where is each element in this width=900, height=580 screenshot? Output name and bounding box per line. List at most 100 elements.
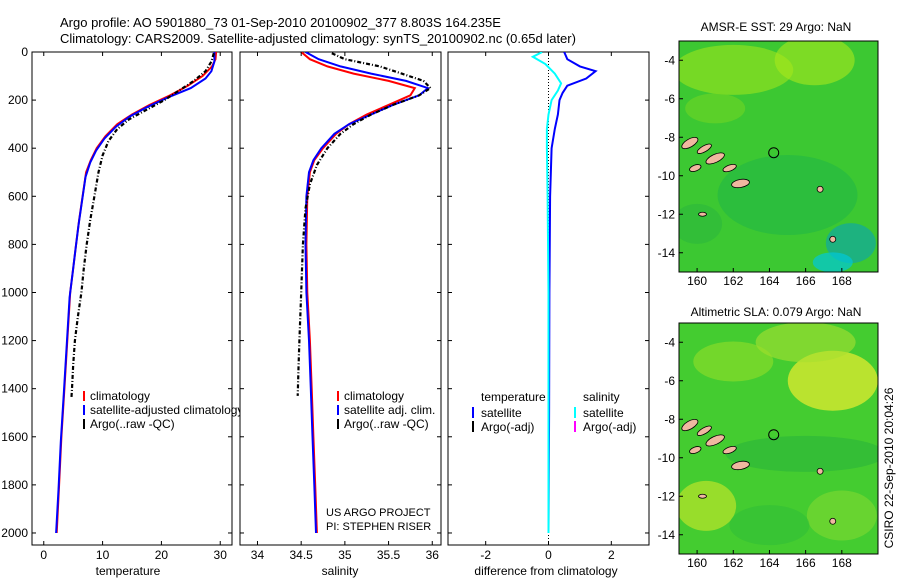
island-shape — [722, 163, 737, 173]
sla-map-xtick-label: 166 — [796, 556, 816, 570]
sla-map-field-patch-0 — [787, 350, 878, 411]
island-shape — [698, 211, 707, 217]
temperature-series-1 — [55, 52, 216, 534]
island-shape — [816, 467, 824, 475]
sst-map-field-patch-3 — [717, 155, 858, 235]
ytick-label: 800 — [8, 237, 28, 251]
sst-map-ytick-label: -8 — [664, 130, 675, 144]
difference-series-1 — [530, 52, 563, 533]
salinity-series-2 — [296, 52, 433, 396]
island-shape — [696, 143, 712, 154]
side-timestamp: CSIRO 22-Sep-2010 20:04:26 — [882, 387, 896, 548]
difference-xtick-label: 0 — [545, 548, 552, 562]
island-shape — [689, 446, 702, 454]
sst-map-ytick-label: -14 — [658, 246, 676, 260]
sst-map-field-patch-0 — [679, 44, 794, 95]
legend-temperature-header: temperature — [481, 390, 546, 404]
ytick-label: 1200 — [1, 334, 28, 348]
sla-map-field-patch-2 — [693, 341, 774, 382]
sst-map-field-patch-1 — [774, 41, 855, 86]
sla-map-field-patch-1 — [755, 323, 856, 363]
difference-series-0 — [547, 52, 598, 534]
temperature-legend-label-0: climatology — [90, 389, 150, 403]
island-shape — [705, 152, 725, 165]
salinity-legend-label-0: climatology — [344, 389, 404, 403]
difference-panel: -2 0 2 difference from climatology tempera… — [447, 51, 650, 578]
salinity-axes-frame — [239, 51, 442, 546]
island-shape — [722, 445, 737, 455]
sst-map-argo-location-marker — [768, 147, 780, 159]
salinity-xtick-label: 34.5 — [289, 548, 313, 562]
temperature-xlabel: temperature — [96, 564, 161, 578]
ytick-label: 1800 — [1, 478, 28, 492]
island-shape — [816, 185, 824, 193]
sla-map-ytick-label: -12 — [658, 489, 676, 503]
salinity-xtick-label: 35.5 — [377, 548, 401, 562]
ytick-label: 1400 — [1, 382, 28, 396]
ytick-label: 1600 — [1, 430, 28, 444]
island-shape — [681, 418, 699, 432]
ytick-label: 600 — [8, 189, 28, 203]
project-annotation-line2: PI: STEPHEN RISER — [326, 521, 431, 533]
sla-map-panel: Altimetric SLA: 0.079 Argo: NaN 160 162 16… — [658, 305, 879, 570]
sst-map-panel: AMSR-E SST: 29 Argo: NaN 160 162 164 166 168… — [658, 20, 879, 288]
island-shape — [681, 136, 699, 150]
sla-map-frame — [678, 322, 879, 555]
island-shape — [731, 178, 750, 189]
island-shape — [829, 235, 837, 243]
island-shape — [698, 493, 707, 499]
sla-map-field-patch-4 — [679, 480, 737, 531]
difference-legend-label-0: satellite — [481, 406, 522, 420]
temperature-xtick-label: 0 — [40, 548, 47, 562]
island-shape — [696, 425, 712, 436]
sla-map-title: Altimetric SLA: 0.079 Argo: NaN — [691, 305, 862, 319]
temperature-xtick-label: 10 — [96, 548, 110, 562]
sst-map-field-patch-2 — [685, 93, 746, 124]
salinity-series-1 — [304, 52, 430, 534]
difference-legend-label-3: Argo(-adj) — [583, 420, 636, 434]
sla-map-xtick-label: 164 — [759, 556, 779, 570]
sst-map-xtick-label: 162 — [723, 274, 743, 288]
salinity-xtick-label: 34 — [251, 548, 265, 562]
sst-map-ytick-label: -12 — [658, 207, 676, 221]
salinity-xlabel: salinity — [322, 564, 359, 578]
temperature-legend-label-1: satellite-adjusted climatology — [90, 403, 243, 417]
sst-map-xtick-label: 160 — [687, 274, 707, 288]
header-line2: Climatology: CARS2009. Satellite-adjuste… — [60, 31, 576, 46]
sla-map-ytick-label: -10 — [658, 451, 676, 465]
sla-map-ytick-label: -14 — [658, 528, 676, 542]
sla-map-xtick-label: 168 — [832, 556, 852, 570]
temperature-axes-frame — [31, 51, 233, 546]
project-annotation-line1: US ARGO PROJECT — [326, 507, 431, 519]
sla-map-argo-location-marker — [768, 429, 780, 441]
sst-map-xtick-label: 166 — [796, 274, 816, 288]
sst-map-xtick-label: 164 — [759, 274, 779, 288]
salinity-xtick-label: 35 — [338, 548, 352, 562]
sla-map-xtick-label: 162 — [723, 556, 743, 570]
salinity-panel: 34 34.5 35 35.5 36 salinity climatologysatel… — [239, 51, 442, 578]
island-shape — [689, 164, 702, 172]
sla-map-field-patch-3 — [725, 435, 878, 472]
legend-salinity-header: salinity — [583, 390, 620, 404]
sst-map-frame — [678, 40, 879, 273]
difference-legend-label-2: satellite — [583, 406, 624, 420]
difference-xlabel: difference from climatology — [474, 564, 617, 578]
sst-map-field-patch-6 — [679, 203, 723, 244]
temperature-series-2 — [70, 52, 215, 399]
sst-map-ytick-label: -6 — [664, 92, 675, 106]
island-shape — [829, 517, 837, 525]
salinity-legend-label-2: Argo(..raw -QC) — [344, 417, 429, 431]
island-shape — [731, 460, 750, 471]
sla-map-ytick-label: -4 — [664, 335, 675, 349]
sla-map-ytick-label: -6 — [664, 374, 675, 388]
salinity-xtick-label: 36 — [426, 548, 440, 562]
island-shape — [705, 434, 725, 447]
sst-map-ytick-label: -4 — [664, 53, 675, 67]
difference-xtick-label: -2 — [480, 548, 491, 562]
ytick-label: 200 — [8, 93, 28, 107]
difference-legend-label-1: Argo(-adj) — [481, 420, 534, 434]
sst-map-field-patch-5 — [812, 252, 853, 272]
temperature-xtick-label: 20 — [155, 548, 169, 562]
difference-legend: temperature salinity satelliteArgo(-adj)… — [472, 390, 636, 434]
